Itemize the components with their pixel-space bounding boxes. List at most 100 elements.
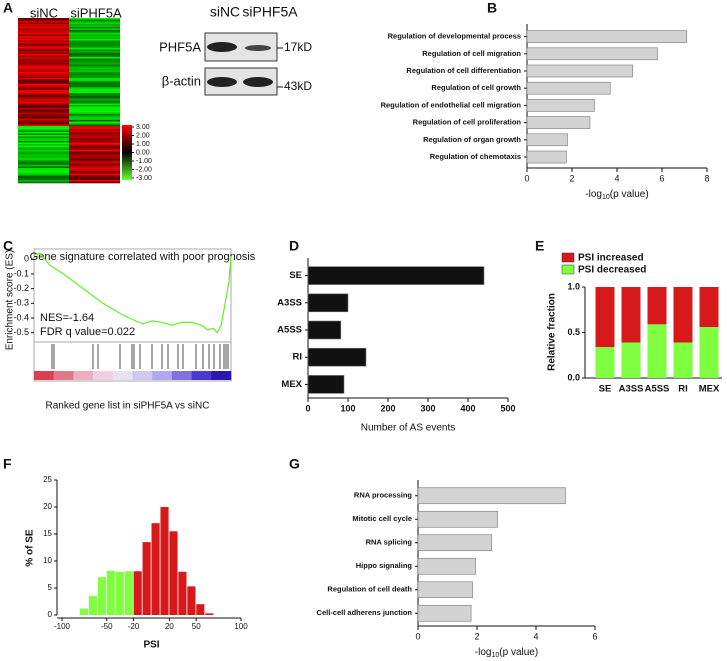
x-axis-label: Number of AS events — [361, 423, 456, 434]
heatmap-cell — [69, 141, 120, 143]
heatmap-cell — [18, 175, 69, 178]
heatmap-cell — [18, 181, 69, 184]
heatmap-cell — [69, 51, 120, 53]
x-tick-label: 8 — [704, 173, 709, 183]
panel-label: C — [3, 238, 13, 254]
category-label: Mitotic cell cycle — [352, 514, 412, 523]
bar — [307, 266, 485, 285]
heatmap-cell — [18, 144, 69, 146]
heatmap-cell — [18, 126, 69, 128]
heatmap-cell — [18, 105, 69, 107]
heatmap-cell — [69, 91, 120, 94]
x-tick-label: 0 — [305, 403, 310, 413]
heatmap-cell — [69, 33, 120, 35]
heatmap-cell — [69, 52, 120, 55]
heatmap-cell — [18, 24, 69, 26]
bar-segment — [647, 287, 667, 325]
category-label: RNA splicing — [366, 538, 413, 547]
heatmap-cell — [69, 114, 120, 116]
heatmap-cell — [69, 123, 120, 125]
heatmap-cell — [18, 64, 69, 67]
category-label: A3SS — [277, 297, 302, 308]
blot-band — [207, 42, 237, 52]
heatmap-cell — [69, 130, 120, 133]
heatmap-cell — [69, 93, 120, 95]
y-axis-label: Relative fraction — [547, 293, 558, 371]
heatmap-cell — [69, 70, 120, 73]
x-axis-label-part: (p value) — [499, 647, 538, 658]
heatmap-cell — [69, 54, 120, 56]
heatmap-cell — [69, 81, 120, 83]
heatmap-cell — [69, 67, 120, 70]
bar-segment — [621, 287, 641, 343]
heatmap-cell — [18, 37, 69, 40]
heatmap-cell — [69, 84, 120, 86]
heatmap-cell — [18, 111, 69, 113]
heatmap-cell — [18, 94, 69, 97]
heatmap-cell — [69, 31, 120, 34]
heatmap-cell — [69, 42, 120, 44]
heatmap-cell — [69, 153, 120, 155]
blot-protein: β-actin — [162, 73, 201, 88]
y-tick-label: 1.0 — [567, 281, 580, 291]
heatmap-cell — [18, 163, 69, 166]
heatmap-cell — [69, 18, 120, 20]
heatmap-cell — [69, 156, 120, 158]
heatmap-cell — [69, 147, 120, 149]
colorbar-tick-label: 1.00 — [136, 141, 150, 148]
heatmap-cell — [69, 103, 120, 106]
category-label: RI — [293, 352, 303, 363]
blot-column-label: siPHF5A — [242, 4, 298, 20]
heatmap-cell — [69, 105, 120, 107]
heatmap-cell — [69, 118, 120, 121]
heatmap-cell — [18, 51, 69, 53]
heatmap-cell — [69, 165, 120, 167]
x-tick-label: 500 — [500, 403, 515, 413]
category-label: Regulation of cell death — [327, 585, 412, 594]
y-tick-label: 25 — [43, 475, 52, 484]
heatmap-cell — [18, 120, 69, 122]
bar — [187, 586, 196, 615]
heatmap-cell — [18, 96, 69, 98]
heatmap-cell — [18, 108, 69, 110]
x-tick-label: -20 — [128, 622, 140, 631]
blot-column-label: siNC — [210, 4, 240, 20]
heatmap-cell — [18, 52, 69, 55]
heatmap-cell — [69, 159, 120, 161]
rank-strip — [112, 371, 133, 380]
heatmap-cell — [18, 135, 69, 137]
heatmap-cell — [69, 21, 120, 23]
heatmap-cell — [69, 90, 120, 92]
heatmap-cell — [18, 142, 69, 145]
heatmap-cell — [69, 117, 120, 119]
panel-label: G — [289, 456, 300, 472]
x-tick-label: 20 — [165, 622, 174, 631]
x-tick-label: 300 — [420, 403, 435, 413]
heatmap-cell — [18, 66, 69, 68]
heatmap-cell — [69, 109, 120, 112]
heatmap-cell — [69, 99, 120, 101]
bar — [417, 487, 566, 505]
x-tick-label: 6 — [659, 173, 664, 183]
heatmap-cell — [69, 79, 120, 82]
bar — [106, 570, 115, 615]
heatmap-cell — [69, 132, 120, 134]
heatmap-cell — [69, 46, 120, 49]
x-tick-label: 100 — [340, 403, 355, 413]
heatmap-cell — [18, 157, 69, 160]
heatmap-cell — [69, 148, 120, 151]
heatmap-cell — [18, 46, 69, 49]
heatmap-cell — [18, 40, 69, 43]
rank-strip — [152, 371, 173, 380]
heatmap-cell — [18, 150, 69, 152]
heatmap-cell — [18, 178, 69, 181]
heatmap-cell — [18, 160, 69, 163]
bar — [526, 133, 568, 147]
bar — [417, 557, 476, 575]
y-tick-label: -0.4 — [13, 312, 29, 322]
heatmap-cell — [69, 61, 120, 64]
heatmap-cell — [18, 115, 69, 118]
heatmap-cell — [69, 115, 120, 118]
heatmap-cell — [18, 109, 69, 112]
